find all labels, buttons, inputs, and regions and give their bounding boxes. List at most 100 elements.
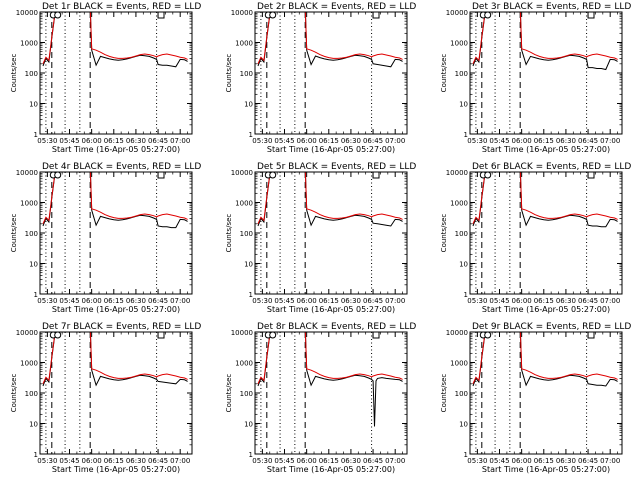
series-group [42,332,188,387]
y-axis-label: Counts/sec [10,214,18,253]
series-line-black [472,12,618,71]
y-tick-label: 100 [455,230,468,238]
chart-title: Det 2r BLACK = Events, RED = LLD [257,2,416,12]
x-tick-label: 06:30 [126,297,146,305]
series-line-red [257,172,403,225]
chart-title: Det 6r BLACK = Events, RED = LLD [472,162,631,172]
x-tick-label: 06:45 [578,297,598,305]
x-tick-label: 06:30 [341,137,361,145]
y-tick-label: 10000 [231,169,253,177]
chart-title: Det 7r BLACK = Events, RED = LLD [42,322,201,332]
y-axis-label: Counts/sec [440,374,448,413]
x-tick-label: 06:00 [512,137,532,145]
x-tick-label: 06:00 [512,297,532,305]
y-tick-label: 10000 [446,329,468,337]
y-tick-label: 1 [249,291,253,299]
y-tick-label: 10 [29,261,38,269]
x-tick-label: 05:30 [467,457,487,465]
x-axis-label: Start Time (16-Apr-05 05:27:00) [482,145,610,154]
series-group [472,332,618,387]
chart-title: Det 8r BLACK = Events, RED = LLD [257,322,416,332]
event-marker-box [157,11,165,19]
event-marker-circle [484,331,492,339]
x-tick-label: 06:45 [363,457,383,465]
y-axis-label: Counts/sec [440,214,448,253]
y-tick-label: 100 [240,70,253,78]
x-tick-label: 06:45 [148,297,168,305]
x-axis-label: Start Time (16-Apr-05 05:27:00) [267,305,395,314]
x-tick-label: 06:30 [126,457,146,465]
series-line-red [42,172,188,225]
series-line-black [257,332,403,427]
y-tick-label: 10000 [231,9,253,17]
chart-title: Det 1r BLACK = Events, RED = LLD [42,2,201,12]
x-tick-label: 06:30 [556,297,576,305]
x-tick-label: 06:30 [556,457,576,465]
chart-panel: Det 5r BLACK = Events, RED = LLD 1 10 100 10… [225,162,416,314]
chart-panel: Det 2r BLACK = Events, RED = LLD 1 10 100 10… [225,2,416,154]
series-line-black [472,172,618,228]
y-axis-label: Counts/sec [10,54,18,93]
plot-frame [254,171,408,295]
y-tick-label: 1000 [450,40,468,48]
event-marker-circle [269,171,277,179]
y-tick-label: 1 [464,291,468,299]
x-tick-label: 06:15 [534,137,554,145]
series-group [257,172,403,227]
x-tick-label: 06:45 [148,137,168,145]
x-tick-label: 06:45 [363,297,383,305]
series-line-red [257,332,403,385]
y-tick-label: 100 [455,390,468,398]
x-tick-label: 06:00 [82,137,102,145]
event-marker-box [372,171,380,179]
event-marker-circle [484,11,492,19]
y-axis-label: Counts/sec [225,374,233,413]
y-tick-label: 10000 [16,9,38,17]
x-tick-label: 06:15 [104,297,124,305]
chart-panel: Det 1r BLACK = Events, RED = LLD 1 10 100 10… [10,2,201,154]
series-line-black [42,332,188,387]
series-group [42,12,188,68]
y-tick-label: 1 [34,131,38,139]
y-tick-label: 1000 [20,40,38,48]
x-tick-label: 06:15 [319,297,339,305]
chart-title: Det 4r BLACK = Events, RED = LLD [42,162,201,172]
y-tick-label: 1 [464,131,468,139]
x-tick-label: 07:00 [600,137,620,145]
y-tick-label: 100 [25,70,38,78]
y-axis-label: Counts/sec [225,54,233,93]
event-marker-circle [269,11,277,19]
x-tick-label: 06:00 [297,137,317,145]
x-axis-label: Start Time (16-Apr-05 05:27:00) [482,305,610,314]
x-tick-label: 06:45 [148,457,168,465]
y-tick-label: 1 [464,451,468,459]
y-tick-label: 10 [29,421,38,429]
series-line-red [472,12,618,65]
y-axis-label: Counts/sec [10,374,18,413]
x-tick-label: 05:45 [59,137,79,145]
x-tick-label: 06:15 [534,457,554,465]
x-tick-label: 06:30 [556,137,576,145]
y-axis-label: Counts/sec [440,54,448,93]
event-marker-circle [54,11,62,19]
series-line-black [257,12,403,68]
chart-panel: Det 9r BLACK = Events, RED = LLD 1 10 100 10… [440,322,631,474]
y-tick-label: 1000 [20,360,38,368]
x-tick-label: 06:15 [534,297,554,305]
y-tick-label: 100 [240,230,253,238]
series-line-black [257,172,403,227]
x-tick-label: 05:45 [489,457,509,465]
series-line-black [42,172,188,229]
chart-panel: Det 6r BLACK = Events, RED = LLD 1 10 100 10… [440,162,631,314]
x-axis-label: Start Time (16-Apr-05 05:27:00) [267,145,395,154]
series-line-red [42,332,188,385]
x-tick-label: 05:30 [252,457,272,465]
plot-frame [39,331,193,455]
x-tick-label: 05:45 [489,137,509,145]
plot-frame [254,11,408,135]
x-tick-label: 07:00 [385,297,405,305]
event-marker-circle [54,331,62,339]
event-marker-box [587,11,595,19]
x-tick-label: 05:45 [274,457,294,465]
chart-panel: Det 4r BLACK = Events, RED = LLD 1 10 100 10… [10,162,201,314]
